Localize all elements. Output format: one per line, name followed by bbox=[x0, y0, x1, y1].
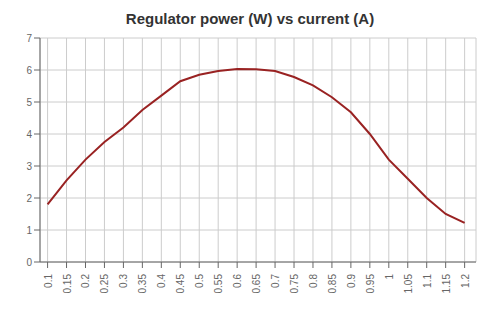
svg-text:0.8: 0.8 bbox=[308, 274, 319, 288]
svg-text:2: 2 bbox=[26, 193, 32, 204]
svg-text:0.75: 0.75 bbox=[289, 274, 300, 294]
svg-text:1.15: 1.15 bbox=[441, 274, 452, 294]
svg-text:0.45: 0.45 bbox=[175, 274, 186, 294]
svg-text:3: 3 bbox=[26, 161, 32, 172]
svg-text:6: 6 bbox=[26, 65, 32, 76]
svg-text:0.3: 0.3 bbox=[118, 274, 129, 288]
svg-text:7: 7 bbox=[26, 33, 32, 44]
svg-text:1.05: 1.05 bbox=[403, 274, 414, 294]
svg-text:0.65: 0.65 bbox=[251, 274, 262, 294]
svg-text:0.35: 0.35 bbox=[137, 274, 148, 294]
svg-text:0.5: 0.5 bbox=[194, 274, 205, 288]
svg-text:4: 4 bbox=[26, 129, 32, 140]
svg-text:5: 5 bbox=[26, 97, 32, 108]
svg-text:1.1: 1.1 bbox=[422, 274, 433, 288]
svg-text:0.9: 0.9 bbox=[346, 274, 357, 288]
svg-text:1.2: 1.2 bbox=[460, 274, 471, 288]
svg-text:0.15: 0.15 bbox=[62, 274, 73, 294]
svg-text:0.6: 0.6 bbox=[232, 274, 243, 288]
svg-text:1: 1 bbox=[26, 225, 32, 236]
svg-text:0.85: 0.85 bbox=[327, 274, 338, 294]
svg-text:1: 1 bbox=[384, 274, 395, 280]
svg-text:0.7: 0.7 bbox=[270, 274, 281, 288]
svg-text:0.25: 0.25 bbox=[99, 274, 110, 294]
html-text:Regulator power (W) vs current: Regulator power (W) vs current (A) bbox=[125, 10, 375, 27]
svg-text:0.4: 0.4 bbox=[156, 274, 167, 288]
svg-text:0.1: 0.1 bbox=[43, 274, 54, 288]
svg-text:0.95: 0.95 bbox=[365, 274, 376, 294]
svg-text:0: 0 bbox=[26, 257, 32, 268]
svg-text:0.55: 0.55 bbox=[213, 274, 224, 294]
svg-text:0.2: 0.2 bbox=[80, 274, 91, 288]
